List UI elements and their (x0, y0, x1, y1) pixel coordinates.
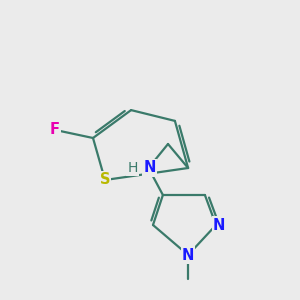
Text: F: F (50, 122, 60, 137)
Text: N: N (182, 248, 194, 262)
Text: N: N (213, 218, 225, 232)
Text: S: S (100, 172, 110, 188)
Text: H: H (128, 161, 138, 175)
Text: N: N (143, 160, 156, 175)
